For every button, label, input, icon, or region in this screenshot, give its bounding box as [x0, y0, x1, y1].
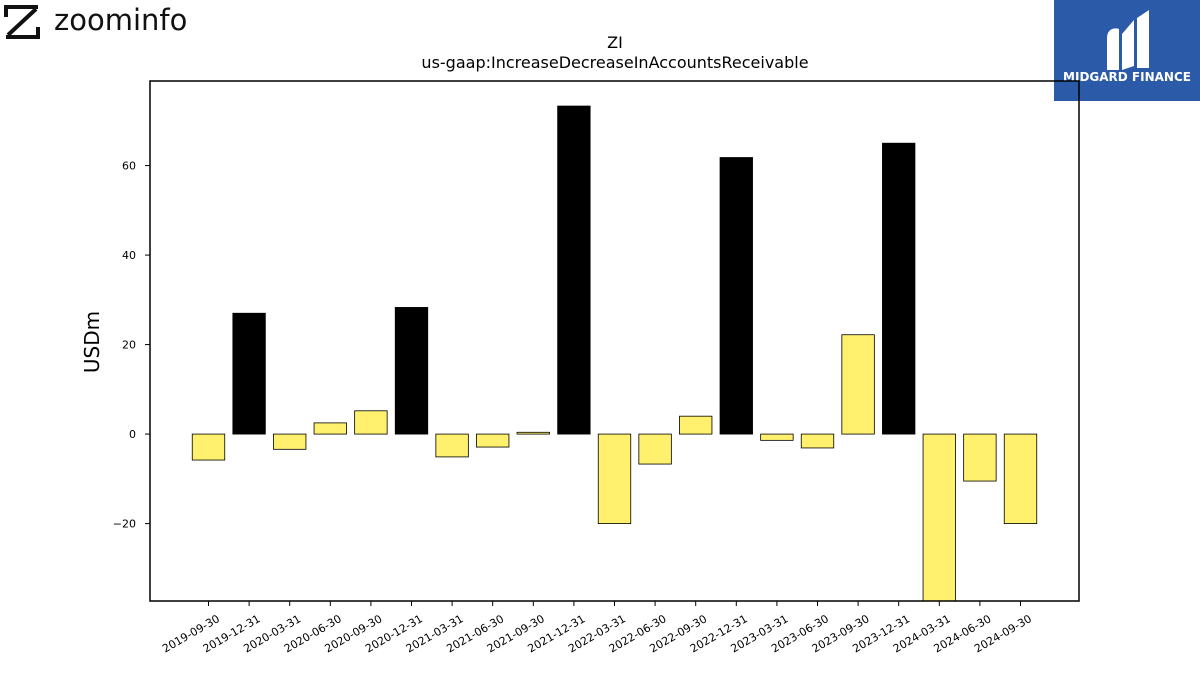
midgard-logo-text: MIDGARD FINANCE — [1063, 70, 1191, 84]
bar-2023-09-30 — [841, 334, 875, 435]
x-axis: 2019-09-302019-12-312020-03-312020-06-30… — [160, 601, 1034, 655]
bar-2022-03-31 — [597, 433, 632, 524]
bar-2022-12-31 — [719, 157, 753, 435]
y-tick-label: 0 — [129, 428, 136, 441]
bar-2023-12-31 — [882, 142, 916, 435]
y-tick-label: −20 — [113, 518, 136, 531]
bar-2020-06-30 — [313, 422, 347, 435]
plot-frame — [149, 80, 1080, 602]
zoominfo-mark-icon — [4, 5, 40, 39]
bar-2020-09-30 — [354, 410, 388, 435]
y-tick-label: 20 — [122, 339, 136, 352]
bar-2020-03-31 — [273, 433, 307, 450]
bar-2024-06-30 — [963, 433, 997, 482]
y-tick-label: 40 — [122, 249, 136, 262]
chart-subtitle: us-gaap:IncreaseDecreaseInAccountsReceiv… — [421, 53, 808, 72]
chart-title: ZI — [607, 33, 623, 52]
y-axis-label: USDm — [80, 311, 104, 373]
bar-2020-12-31 — [394, 307, 429, 435]
bar-2023-06-30 — [800, 433, 835, 449]
bar-2024-09-30 — [1003, 433, 1038, 524]
y-axis: −20 0 20 40 60 — [113, 160, 150, 531]
bar-2021-06-30 — [476, 433, 510, 448]
zoominfo-logo: zoominfo — [4, 3, 187, 39]
bar-2021-03-31 — [435, 433, 469, 458]
bar-2023-03-31 — [760, 433, 794, 441]
midgard-finance-logo: MIDGARD FINANCE — [1054, 0, 1200, 101]
bar-2019-12-31 — [232, 312, 266, 435]
midgard-mark-icon — [1107, 10, 1149, 70]
y-tick-label: 60 — [122, 160, 136, 173]
bar-2022-06-30 — [638, 433, 672, 465]
bar-2019-09-30 — [191, 433, 226, 461]
bar-2021-12-31 — [557, 105, 591, 435]
zoominfo-logo-text: zoominfo — [54, 3, 187, 37]
bars-group — [191, 105, 1038, 602]
bar-2024-03-31 — [922, 433, 956, 602]
bar-2022-09-30 — [679, 415, 713, 435]
bar-2021-09-30 — [516, 431, 550, 435]
